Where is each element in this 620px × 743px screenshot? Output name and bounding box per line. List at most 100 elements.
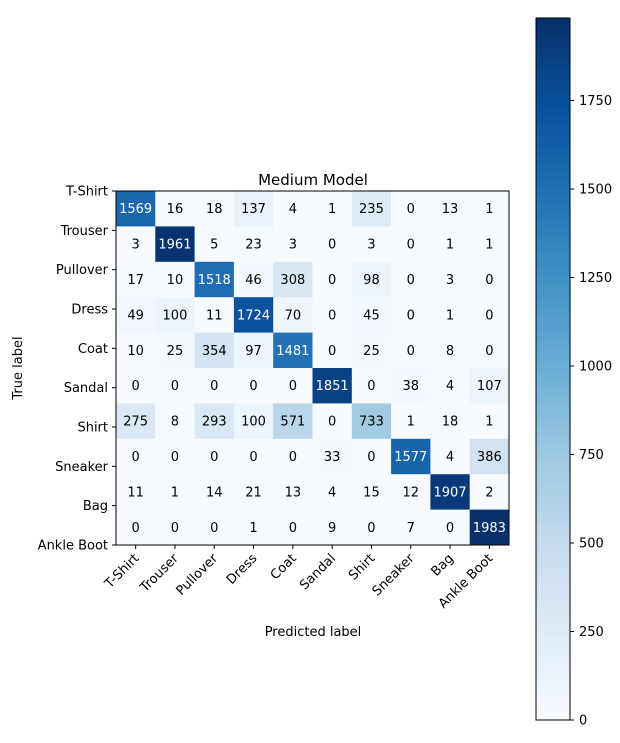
cell-value-label: 1 [446,238,454,253]
heatmap-cell [273,509,313,546]
heatmap-cell [351,368,392,404]
heatmap-cell [312,191,353,227]
x-tick-label: Dress [224,551,261,588]
cell-value-label: 0 [407,308,415,323]
cell-value-label: 235 [359,202,384,217]
cell-value-label: 97 [245,344,262,359]
heatmap-cell [391,438,431,475]
heatmap-cell [155,438,196,475]
heatmap-cell [391,226,431,263]
heatmap-cell [469,191,510,227]
cell-value-label: 8 [171,415,179,430]
heatmap-cell [194,368,235,404]
heatmap-cell [116,403,156,440]
heatmap-cell [391,368,431,404]
cell-value-label: 0 [328,238,336,253]
cell-value-label: 733 [359,415,384,430]
heatmap-cell [116,438,156,475]
cell-value-label: 33 [324,450,341,465]
heatmap-cell [391,474,431,511]
heatmap-cell-labels: 1569 16 18 137 4 1 235 0 13 13 1961 5 23 3 0 3 0 1 117 10 15… [119,202,506,536]
cell-value-label: 25 [167,344,184,359]
cell-value-label: 1724 [237,308,270,323]
colorbar-tick-label: 1500 [579,182,612,197]
heatmap-cell [155,332,196,369]
heatmap-cell [351,403,392,440]
cell-value-label: 1569 [119,202,152,217]
cell-value-label: 1 [485,415,493,430]
x-tick-label: Bag [428,551,456,579]
cell-value-label: 1481 [276,344,309,359]
colorbar-tick-label: 1750 [579,94,612,109]
cell-value-label: 12 [402,485,419,500]
cell-value-label: 1 [485,202,493,217]
cell-value-label: 386 [477,450,502,465]
cell-value-label: 0 [132,521,140,536]
cell-value-label: 1 [328,202,336,217]
cell-value-label: 4 [446,379,454,394]
heatmap-cell [233,474,274,511]
heatmap-cell [233,438,274,475]
cell-value-label: 0 [446,521,454,536]
heatmap-cell [233,261,274,298]
heatmap-cell [430,261,471,298]
cell-value-label: 3 [289,238,297,253]
cell-value-label: 17 [127,273,144,288]
heatmap-cell [155,368,196,404]
cell-value-label: 1 [485,238,493,253]
cell-value-label: 21 [245,485,262,500]
heatmap-cell [469,226,510,263]
cell-value-label: 1983 [473,521,506,536]
heatmap-cell [391,191,431,227]
heatmap-cell [312,226,353,263]
colorbar-tick-label: 250 [579,625,604,640]
cell-value-label: 293 [202,415,227,430]
cell-value-label: 15 [363,485,380,500]
y-axis-label: True label [11,336,26,400]
cell-value-label: 0 [249,450,257,465]
cell-value-label: 4 [289,202,297,217]
heatmap-cell [194,474,235,511]
cell-value-label: 11 [206,308,223,323]
heatmap-cell [194,226,235,263]
heatmap-cell [273,438,313,475]
heatmap-cell [116,332,156,369]
cell-value-label: 9 [328,521,336,536]
heatmap-cell [312,261,353,298]
cell-value-label: 45 [363,308,380,323]
heatmap-cell [273,332,313,369]
x-tick-label: Shirt [346,551,378,583]
x-tick-label: T-Shirt [101,551,142,592]
heatmap-cell [430,509,471,546]
heatmap-cell [273,226,313,263]
x-tick-label: Pullover [174,551,222,599]
heatmap-cell [351,226,392,263]
heatmap-cell [155,261,196,298]
heatmap-cell [430,474,471,511]
heatmap-cell [469,474,510,511]
cell-value-label: 14 [206,485,223,500]
cell-value-label: 7 [407,521,415,536]
heatmap-cell [430,191,471,227]
heatmap-cell [469,261,510,298]
y-tick-label: Coat [78,342,108,357]
heatmap-cell [194,438,235,475]
heatmap-cell [155,191,196,227]
cell-value-label: 100 [163,308,188,323]
cell-value-label: 18 [442,415,459,430]
cell-value-label: 0 [328,308,336,323]
heatmap-cell [312,474,353,511]
heatmap-cell [351,332,392,369]
heatmap-cell [312,403,353,440]
cell-value-label: 8 [446,344,454,359]
heatmap-cell [469,368,510,404]
heatmap-cell [233,226,274,263]
cell-value-label: 0 [407,273,415,288]
heatmap-cell [273,368,313,404]
heatmap-cell [391,509,431,546]
heatmap-cell [194,403,235,440]
cell-value-label: 25 [363,344,380,359]
heatmap-cell [312,438,353,475]
heatmap-cell [469,403,510,440]
